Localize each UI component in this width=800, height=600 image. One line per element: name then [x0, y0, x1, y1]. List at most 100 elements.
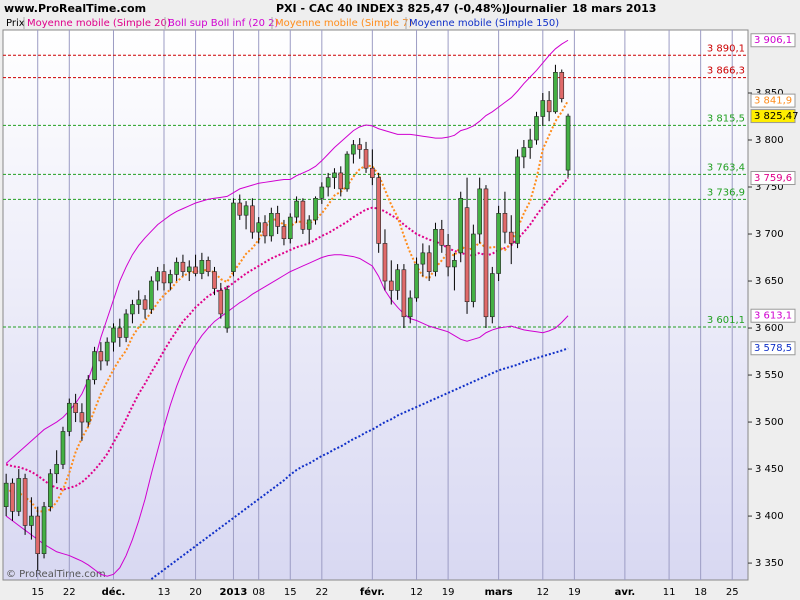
- x-tick-label: 20: [189, 587, 202, 598]
- candle-body: [73, 402, 78, 413]
- legend-label: Moyenne mobile (Simple 20): [27, 18, 171, 29]
- y-tick-label: 3 400: [755, 511, 784, 522]
- y-tick-label: 3 600: [755, 323, 784, 334]
- candle-body: [123, 313, 129, 338]
- y-tick-label: 3 700: [755, 229, 784, 240]
- price-change: 3 825,47 (-0,48%): [396, 2, 507, 15]
- x-tick-label: 25: [726, 587, 739, 598]
- candle-body: [92, 351, 97, 381]
- candle-body: [496, 213, 501, 274]
- candle-body: [395, 269, 400, 291]
- candle-body: [559, 72, 565, 99]
- y-tick-label: 3 550: [755, 370, 784, 381]
- candle-body: [388, 280, 394, 291]
- candle-body: [186, 266, 192, 272]
- candle-body: [445, 244, 451, 268]
- candle-body: [3, 482, 9, 507]
- candle-body: [433, 229, 438, 272]
- candle-body: [35, 515, 41, 554]
- overlay-line: [5, 254, 569, 577]
- candle-body: [104, 341, 110, 362]
- candle-body: [382, 243, 388, 282]
- y-tick-label: 3 850: [755, 88, 784, 99]
- value-tag: 3 613,1: [754, 311, 792, 322]
- x-tick-label: 12: [410, 587, 423, 598]
- candle-body: [60, 431, 66, 465]
- candle-body: [149, 280, 154, 310]
- candle-body: [370, 167, 375, 178]
- candle-body: [48, 473, 53, 507]
- candle-body: [294, 200, 299, 218]
- level-label: 3 866,3: [707, 66, 745, 77]
- candle-body: [29, 515, 34, 526]
- x-tick-label: avr.: [615, 587, 636, 598]
- date: 18 mars 2013: [572, 2, 656, 15]
- candle-body: [338, 172, 344, 190]
- candle-body: [376, 177, 381, 244]
- candle-body: [180, 261, 186, 272]
- candle-body: [224, 289, 230, 329]
- candle-body: [515, 156, 520, 244]
- candle-body: [351, 144, 356, 155]
- x-tick-label: févr.: [360, 586, 385, 598]
- candle-body: [477, 188, 482, 235]
- x-tick-label: 22: [315, 587, 328, 598]
- candle-body: [407, 297, 413, 318]
- level-label: 3 736,9: [707, 187, 745, 198]
- level-label: 3 601,1: [707, 315, 745, 326]
- candle-body: [420, 252, 426, 265]
- candle-body: [205, 260, 211, 272]
- overlay-line: [5, 39, 569, 464]
- x-tick-label: 13: [158, 587, 171, 598]
- legend-label: Moyenne mobile (Simple 7): [275, 18, 413, 29]
- plot-area: [2, 29, 749, 581]
- value-tag-box: [750, 308, 796, 323]
- legend-label: Prix: [6, 18, 25, 29]
- candle-body: [66, 402, 72, 432]
- candle-body: [483, 188, 489, 318]
- candle-body: [502, 213, 508, 233]
- site: www.ProRealTime.com: [4, 2, 146, 15]
- y-tick-label: 3 800: [755, 135, 784, 146]
- candle-body: [168, 274, 173, 284]
- candle-body: [401, 269, 407, 318]
- value-tag-box: [750, 341, 796, 356]
- candle-body: [98, 351, 104, 362]
- x-tick-label: mars: [485, 587, 513, 598]
- candle-body: [85, 379, 91, 423]
- value-tag-box: [750, 93, 796, 108]
- value-tag-box: [750, 170, 796, 185]
- x-tick-label: 19: [568, 587, 581, 598]
- candle-body: [464, 207, 470, 303]
- candle-body: [111, 327, 116, 343]
- candle-body: [54, 464, 59, 475]
- candle-body: [262, 222, 268, 237]
- candle-body: [426, 252, 432, 272]
- candle-body: [22, 478, 28, 526]
- x-tick-label: 18: [694, 587, 707, 598]
- candle-body: [250, 205, 255, 233]
- candle-body: [10, 482, 15, 512]
- value-tag: 3 578,5: [754, 343, 792, 354]
- candle-body: [313, 197, 318, 221]
- chart-title: PXI - CAC 40 INDEX: [276, 2, 395, 15]
- candle-body: [471, 233, 476, 303]
- candle-body: [306, 219, 312, 230]
- candle-body: [79, 412, 85, 423]
- candle-body: [16, 478, 22, 512]
- candle-body: [332, 172, 337, 178]
- y-tick-label: 3 450: [755, 464, 784, 475]
- candle-body: [414, 263, 419, 299]
- candle-body: [281, 226, 287, 240]
- candle-body: [546, 100, 552, 113]
- candle-body: [243, 205, 249, 216]
- candle-body: [199, 260, 205, 274]
- candle-body: [553, 72, 558, 113]
- candle-body: [142, 299, 148, 310]
- value-tag: 3 759,6: [754, 173, 792, 184]
- value-tag: 3 841,9: [754, 96, 792, 107]
- candle-body: [256, 222, 261, 233]
- period: Journalier: [505, 2, 567, 15]
